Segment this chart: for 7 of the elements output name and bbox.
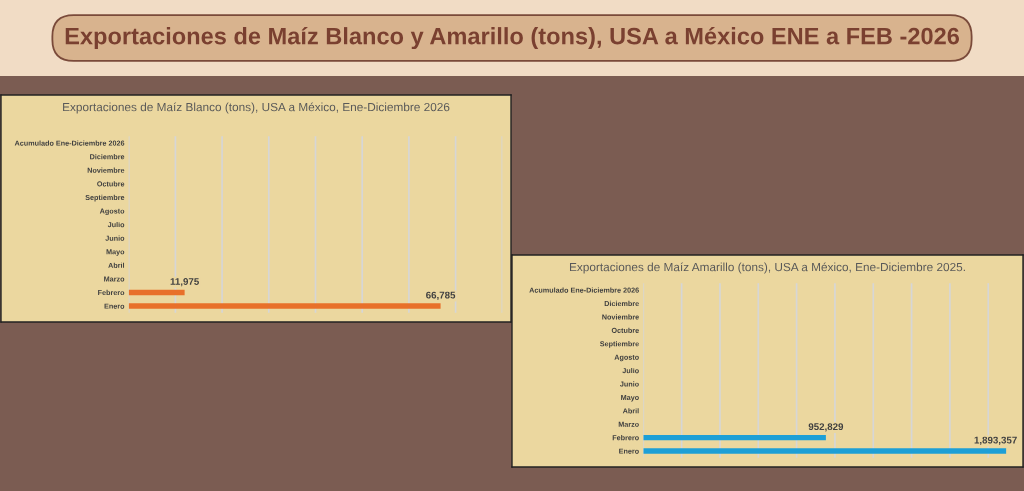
data-label: 66,785 xyxy=(426,291,456,300)
chart-title: Exportaciones de Maíz Amarillo (tons), USA a México, Ene-Diciembre 2025. xyxy=(569,262,965,274)
data-label: 11,975 xyxy=(170,278,199,287)
data-label: 1,893,357 xyxy=(974,436,1017,445)
chart-title: Exportaciones de Maíz Blanco (tons), USA a México, Ene-Diciembre 2026 xyxy=(63,102,450,114)
text: Exportaciones de Maíz Blanco y Amarillo (tons), USA a México ENE a FEB -2026 xyxy=(65,26,960,50)
data-label: 952,829 xyxy=(808,423,844,432)
